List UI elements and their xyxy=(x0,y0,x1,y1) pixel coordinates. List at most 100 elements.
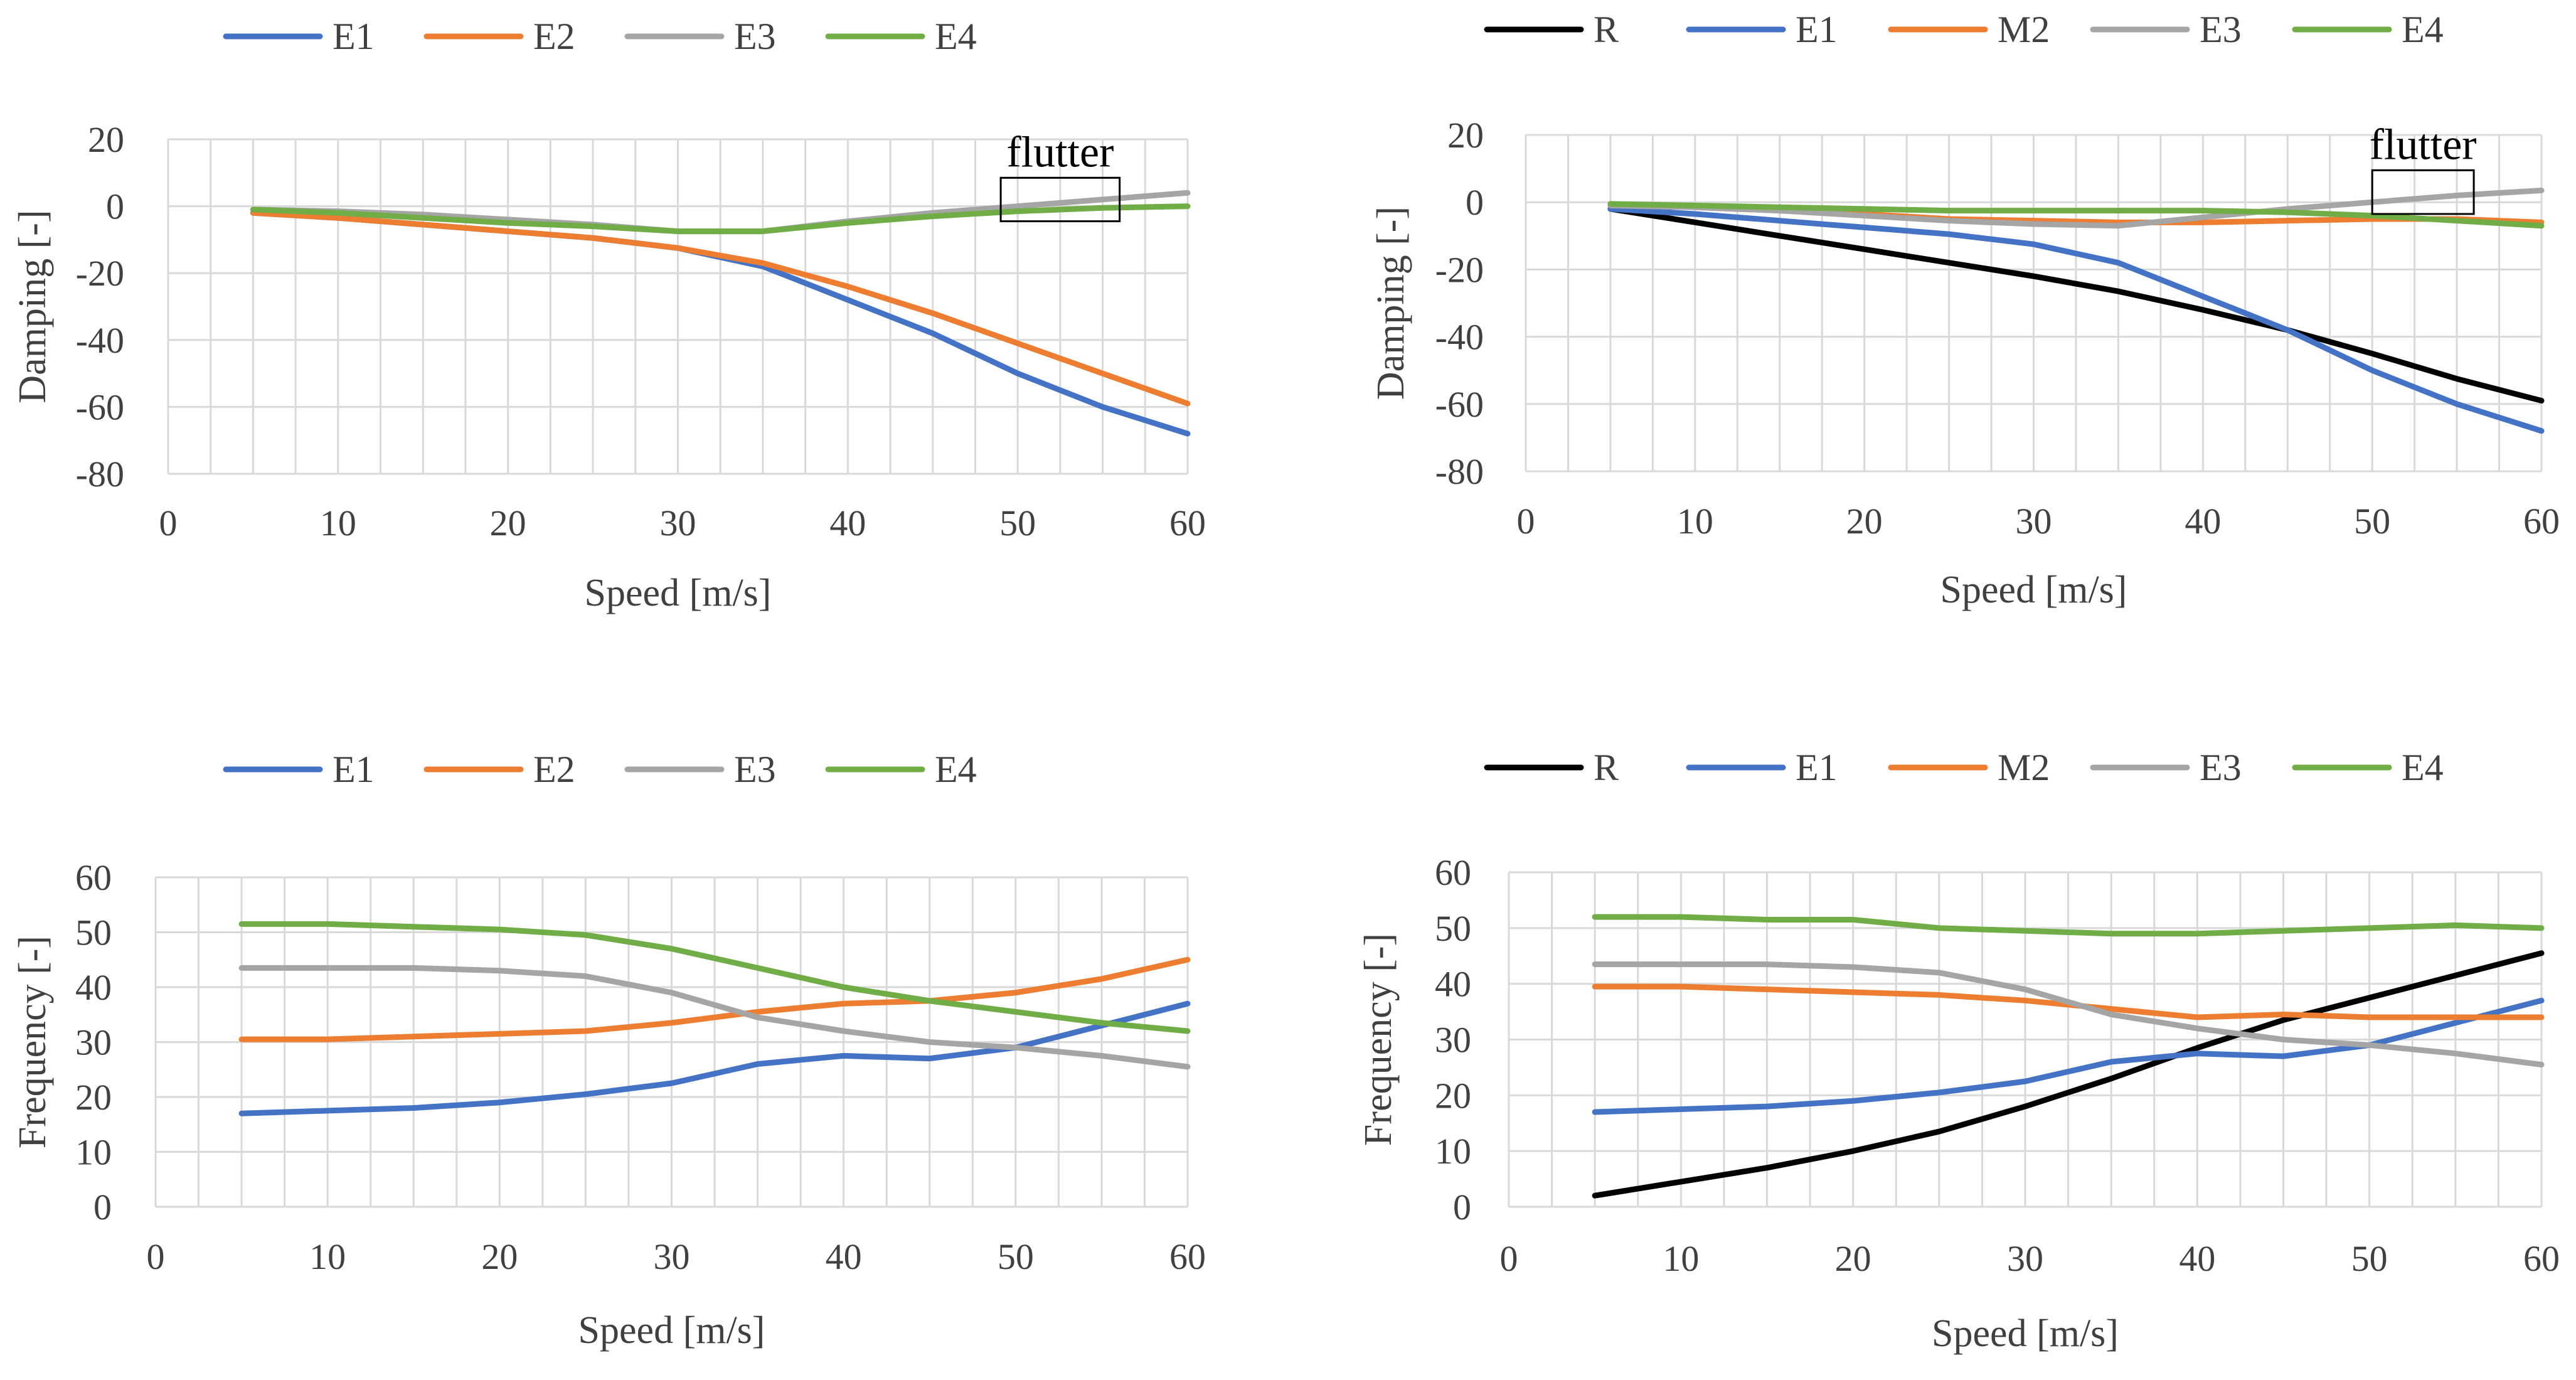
gridlines xyxy=(1525,134,2543,473)
x-tick-label: 60 xyxy=(1169,1236,1206,1277)
x-tick-label: 10 xyxy=(1663,1238,1699,1279)
y-tick-label: 50 xyxy=(1435,908,1471,949)
y-tick-label: -60 xyxy=(1435,384,1484,425)
series-line-e2 xyxy=(238,956,1191,1042)
legend-label-e1: E1 xyxy=(1796,747,1838,788)
y-tick-label: -40 xyxy=(1435,317,1484,358)
y-tick-label: 50 xyxy=(75,912,112,953)
legend-label-r: R xyxy=(1594,9,1619,50)
legend-label-e4: E4 xyxy=(2402,9,2444,50)
series-lines xyxy=(1607,187,2545,434)
legend-label-e3: E3 xyxy=(734,749,776,790)
legend-label-e1: E1 xyxy=(333,749,375,790)
y-tick-label: 40 xyxy=(75,967,112,1008)
y-tick-label: 0 xyxy=(106,186,124,227)
x-axis-ticks: 0 10 20 30 40 50 60 xyxy=(1517,501,2560,542)
y-axis-ticks: 20 0 -20 -40 -60 -80 xyxy=(76,119,124,495)
y-tick-label: -40 xyxy=(76,320,124,361)
legend-label-e2: E2 xyxy=(533,749,575,790)
x-tick-label: 20 xyxy=(1835,1238,1871,1279)
y-tick-label: 0 xyxy=(1453,1187,1471,1228)
legend-label-m2: M2 xyxy=(1998,747,2050,788)
legend-label-m2: M2 xyxy=(1998,9,2050,50)
legend-label-r: R xyxy=(1594,747,1619,788)
chart-damping-left: 20 0 -20 -40 -60 -80 0 10 20 30 40 50 60 Speed [m/s] D… xyxy=(11,16,1206,614)
y-tick-label: 60 xyxy=(75,857,112,898)
x-tick-label: 0 xyxy=(1517,501,1535,542)
y-axis-ticks: 60 50 40 30 20 10 0 xyxy=(75,857,112,1228)
y-tick-label: 30 xyxy=(75,1022,112,1063)
x-tick-label: 20 xyxy=(1846,501,1883,542)
series-line-e3 xyxy=(1607,187,2545,229)
y-tick-label: 30 xyxy=(1435,1020,1471,1061)
x-axis-ticks: 0 10 20 30 40 50 60 xyxy=(159,503,1206,543)
flutter-box xyxy=(999,176,1121,223)
x-tick-label: 40 xyxy=(829,503,866,543)
legend-label-e4: E4 xyxy=(935,16,977,57)
x-axis-ticks: 0 10 20 30 40 50 60 xyxy=(1500,1238,2560,1279)
legend-label-e3: E3 xyxy=(734,16,776,57)
y-tick-label: 20 xyxy=(75,1077,112,1118)
legend-label-e3: E3 xyxy=(2200,9,2242,50)
x-tick-label: 30 xyxy=(660,503,696,543)
x-tick-label: 30 xyxy=(2007,1238,2043,1279)
x-tick-label: 0 xyxy=(147,1236,165,1277)
x-axis-ticks: 0 10 20 30 40 50 60 xyxy=(147,1236,1206,1277)
x-tick-label: 10 xyxy=(320,503,356,543)
legend-label-e4: E4 xyxy=(2402,747,2444,788)
series-line-e2 xyxy=(250,210,1191,407)
series-line-e3 xyxy=(1592,961,2545,1067)
x-tick-label: 30 xyxy=(654,1236,690,1277)
y-tick-label: 20 xyxy=(1447,115,1484,156)
y-tick-label: 40 xyxy=(1435,964,1471,1005)
x-tick-label: 10 xyxy=(1677,501,1713,542)
y-axis-ticks: 20 0 -20 -40 -60 -80 xyxy=(1435,115,1484,492)
chart-damping-right: 20 0 -20 -40 -60 -80 0 10 20 30 40 50 60 Speed [m/s] D… xyxy=(1370,9,2560,611)
x-tick-label: 50 xyxy=(2354,501,2390,542)
x-tick-label: 10 xyxy=(309,1236,346,1277)
chart-frequency-left: 60 50 40 30 20 10 00 10 20 30 40 50 60 Speed [m/s] Fre… xyxy=(11,749,1206,1352)
x-tick-label: 0 xyxy=(159,503,178,543)
x-tick-label: 0 xyxy=(1500,1238,1518,1279)
legend-label-e2: E2 xyxy=(533,16,575,57)
legend: E1 E2 E3 E4 xyxy=(223,749,977,790)
series-line-e1 xyxy=(1607,206,2545,434)
flutter-annotation: flutter xyxy=(2370,120,2477,169)
y-tick-label: -60 xyxy=(76,387,124,427)
series-line-e4 xyxy=(1592,914,2545,937)
series-line-e4 xyxy=(238,921,1191,1034)
flutter-annotation: flutter xyxy=(1006,128,1114,176)
series-line-e4 xyxy=(250,203,1191,235)
legend-label-e4: E4 xyxy=(935,749,977,790)
legend: R E1 M2 E3 E4 xyxy=(1484,9,2444,50)
y-tick-label: 20 xyxy=(88,119,124,160)
series-line-r xyxy=(1592,950,2545,1199)
x-tick-label: 20 xyxy=(490,503,526,543)
x-axis-label: Speed [m/s] xyxy=(578,1309,765,1352)
series-line-e4 xyxy=(1607,201,2545,229)
series-line-e3 xyxy=(238,965,1191,1070)
x-tick-label: 20 xyxy=(481,1236,518,1277)
y-tick-label: 60 xyxy=(1435,852,1471,893)
legend: R E1 M2 E3 E4 xyxy=(1484,747,2444,788)
x-tick-label: 50 xyxy=(998,1236,1034,1277)
y-tick-label: 0 xyxy=(1466,182,1484,223)
x-axis-label: Speed [m/s] xyxy=(585,572,772,614)
y-axis-ticks: 60 50 40 30 20 10 0 xyxy=(1435,852,1471,1228)
x-tick-label: 60 xyxy=(2523,501,2560,542)
legend-label-e3: E3 xyxy=(2200,747,2242,788)
series-line-r xyxy=(1607,206,2545,404)
series-lines xyxy=(238,921,1191,1116)
legend: E1 E2 E3 E4 xyxy=(223,16,977,57)
y-tick-label: 10 xyxy=(75,1132,112,1173)
gridlines xyxy=(167,138,1189,475)
y-axis-label: Damping [-] xyxy=(1370,206,1412,400)
x-tick-label: 50 xyxy=(999,503,1036,543)
y-tick-label: 10 xyxy=(1435,1131,1471,1172)
y-tick-label: 20 xyxy=(1435,1075,1471,1116)
chart-frequency-right: 60 50 40 30 20 10 00 10 20 30 40 50 60 Speed [m/s] Fre… xyxy=(1357,747,2560,1355)
flutter-box xyxy=(2371,169,2475,215)
series-line-e1 xyxy=(1592,997,2545,1115)
x-axis-label: Speed [m/s] xyxy=(1940,569,2127,611)
